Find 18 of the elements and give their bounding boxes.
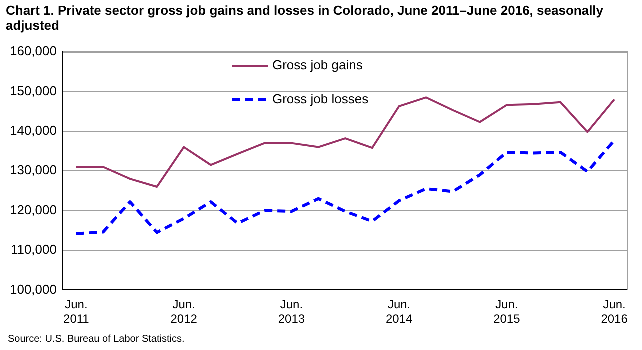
y-tick-label: 160,000 — [10, 44, 57, 59]
x-tick-label: Jun. 2015 — [494, 298, 521, 326]
x-tick-label: Jun. 2014 — [386, 298, 413, 326]
y-tick-label: 140,000 — [10, 122, 57, 138]
chart-title: Chart 1. Private sector gross job gains and losses in Colorado, June 2011–June 2016, seasonally adjusted — [6, 3, 605, 33]
y-tick-label: 100,000 — [10, 282, 57, 297]
x-tick-label: Jun. 2011 — [64, 298, 90, 326]
x-tick-label: Jun. 2016 — [601, 298, 628, 326]
y-tick-label: 120,000 — [10, 202, 57, 218]
source-note: Source: U.S. Bureau of Labor Statistics. — [8, 334, 185, 345]
line-series — [74, 139, 616, 236]
y-tick-label: 130,000 — [10, 162, 57, 178]
x-tick-label: Jun. 2012 — [170, 298, 198, 326]
x-tick-label: Jun. 2013 — [278, 298, 306, 326]
y-tick-label: 110,000 — [10, 242, 57, 258]
legend-label: Gross job losses — [272, 92, 370, 107]
legend-label: Gross job gains — [272, 58, 364, 73]
y-tick-label: 150,000 — [10, 83, 57, 98]
